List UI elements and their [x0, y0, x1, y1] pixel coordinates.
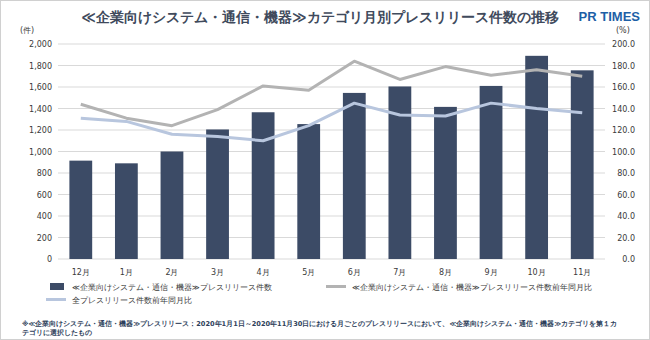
bar	[343, 93, 366, 259]
legend-swatch	[50, 283, 64, 290]
x-tick-label: 1月	[120, 268, 133, 277]
line	[81, 103, 582, 141]
y2-tick-label: 140.0	[612, 105, 635, 114]
grid-line	[58, 216, 605, 217]
x-tick-label: 8月	[439, 268, 452, 277]
y-tick-label: 800	[37, 169, 52, 178]
x-tick-label: 5月	[302, 268, 315, 277]
grid-line	[58, 151, 605, 152]
grid-line	[58, 259, 605, 260]
chart-root: ≪企業向けシステム・通信・機器≫カテゴリ月別プレスリリース件数の推移 PR TIM…	[0, 0, 650, 340]
bar	[525, 56, 548, 259]
x-tick-label: 2月	[165, 268, 178, 277]
chart-svg: ≪企業向けシステム・通信・機器≫カテゴリ月別プレスリリース件数の推移 PR TIM…	[0, 0, 650, 340]
footnote: ※≪企業向けシステム・通信・機器≫プレスリリース：2020年1月1日～2020年…	[22, 320, 622, 338]
y-tick-label: 400	[37, 212, 52, 221]
x-tick-label: 3月	[211, 268, 224, 277]
y2-tick-label: 200.0	[612, 40, 635, 49]
grid-line	[58, 237, 605, 238]
bar	[571, 70, 594, 259]
x-tick-label: 7月	[393, 268, 406, 277]
bar	[161, 152, 184, 260]
grid-line	[58, 87, 605, 88]
frame	[1, 1, 650, 340]
x-tick-label: 6月	[348, 268, 361, 277]
legend-label: ≪企業向けシステム・通信・機器≫プレスリリース件数前年同月比	[352, 283, 592, 292]
grid-line	[58, 194, 605, 195]
legend-swatch	[326, 285, 346, 288]
x-tick-label: 11月	[573, 268, 591, 277]
legend-swatch	[46, 298, 66, 301]
legend-label: 全プレスリリース件数前年同月比	[72, 296, 192, 305]
y-tick-label: 2,000	[29, 40, 52, 49]
grid-line	[58, 173, 605, 174]
bar	[434, 107, 457, 259]
y2-tick-label: 0.0	[622, 255, 635, 264]
y2-tick-label: 60.0	[617, 191, 635, 200]
y-tick-label: 1,800	[29, 62, 52, 71]
y2-tick-label: 180.0	[612, 62, 635, 71]
bar	[69, 161, 92, 259]
bar	[480, 86, 503, 259]
logo: PR TIMES	[579, 9, 641, 24]
bar	[206, 129, 229, 259]
y-axis-label: (件)	[20, 26, 34, 35]
y-tick-label: 1,400	[29, 105, 52, 114]
y2-tick-label: 80.0	[617, 169, 635, 178]
y-tick-label: 1,200	[29, 126, 52, 135]
marks	[69, 56, 593, 259]
y2-tick-label: 20.0	[617, 234, 635, 243]
bar	[297, 124, 320, 259]
legend-label: ≪企業向けシステム・通信・機器≫プレスリリース件数	[72, 283, 272, 292]
y2-tick-label: 100.0	[612, 148, 635, 157]
bar	[115, 163, 138, 259]
y-tick-label: 1,600	[29, 83, 52, 92]
grid-line	[58, 44, 605, 45]
grid-line	[58, 130, 605, 131]
x-tick-label: 9月	[484, 268, 497, 277]
title: ≪企業向けシステム・通信・機器≫カテゴリ月別プレスリリース件数の推移	[81, 9, 558, 25]
y2-tick-label: 160.0	[612, 83, 635, 92]
y2-tick-label: 120.0	[612, 126, 635, 135]
x-tick-label: 12月	[72, 268, 90, 277]
grid-line	[58, 65, 605, 66]
bar	[252, 112, 275, 259]
x-tick-label: 10月	[528, 268, 546, 277]
x-tick-label: 4月	[257, 268, 270, 277]
y-tick-label: 0	[47, 255, 52, 264]
y-tick-label: 600	[37, 191, 52, 200]
y2-axis-label: (%)	[616, 26, 630, 35]
y-tick-label: 200	[37, 234, 52, 243]
y-tick-label: 1,000	[29, 148, 52, 157]
y2-tick-label: 40.0	[617, 212, 635, 221]
